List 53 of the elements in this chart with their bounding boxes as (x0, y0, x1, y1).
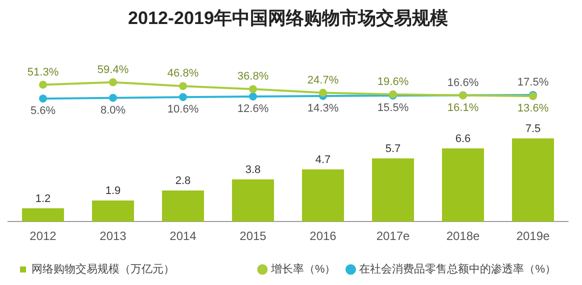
bar (512, 138, 554, 222)
data-label: 5.7 (385, 142, 401, 155)
point (179, 82, 187, 90)
data-label: 24.7% (307, 74, 339, 86)
point (249, 92, 257, 100)
x-tick-label: 2017e (376, 229, 410, 244)
data-label: 1.2 (35, 192, 51, 205)
point (39, 94, 47, 103)
data-label: 51.3% (27, 66, 59, 78)
chart-title: 2012-2019年中国网络购物市场交易规模 (128, 8, 448, 28)
x-tick-label: 2019e (516, 229, 550, 244)
data-label: 16.1% (447, 102, 479, 114)
data-label: 3.8 (245, 164, 261, 176)
data-label: 10.6% (167, 104, 199, 116)
legend-label: 网络购物交易规模（万亿元） (32, 262, 174, 276)
data-label: 46.8% (167, 68, 199, 80)
data-label: 17.5% (517, 76, 549, 89)
data-label: 6.6 (455, 132, 471, 145)
point (109, 94, 117, 102)
data-label: 5.6% (30, 105, 56, 118)
x-tick-label: 2018e (446, 229, 480, 244)
data-label: 19.6% (377, 76, 409, 88)
data-label: 4.7 (315, 154, 331, 166)
data-label: 7.5 (525, 122, 541, 135)
legend-label: 增长率（%） (270, 262, 336, 276)
data-label: 15.5% (377, 102, 409, 114)
data-label: 14.3% (307, 102, 339, 114)
point (249, 85, 257, 94)
data-label: 2.8 (175, 175, 191, 188)
point (109, 78, 117, 86)
bar (162, 190, 204, 222)
bar (442, 148, 484, 222)
data-label: 8.0% (100, 104, 126, 116)
bar (302, 169, 344, 222)
x-tick-label: 2016 (310, 229, 337, 244)
point (179, 93, 187, 102)
bar (92, 200, 134, 222)
bar (22, 208, 64, 222)
data-label: 59.4% (97, 64, 129, 76)
data-label: 36.8% (237, 70, 269, 83)
data-label: 12.6% (237, 102, 269, 115)
point (319, 88, 327, 97)
bar (232, 179, 274, 222)
data-label: 16.6% (447, 76, 479, 89)
x-tick-label: 2015 (240, 229, 267, 244)
legend-label: 在社会消费品零售总额中的渗透率（%） (359, 262, 556, 276)
point (39, 80, 47, 89)
x-tick-label: 2012 (30, 229, 57, 244)
data-label: 1.9 (105, 185, 121, 198)
bar (372, 158, 414, 222)
x-tick-label: 2014 (170, 229, 197, 244)
x-tick-label: 2013 (100, 229, 127, 244)
data-label: 13.6% (517, 102, 549, 115)
